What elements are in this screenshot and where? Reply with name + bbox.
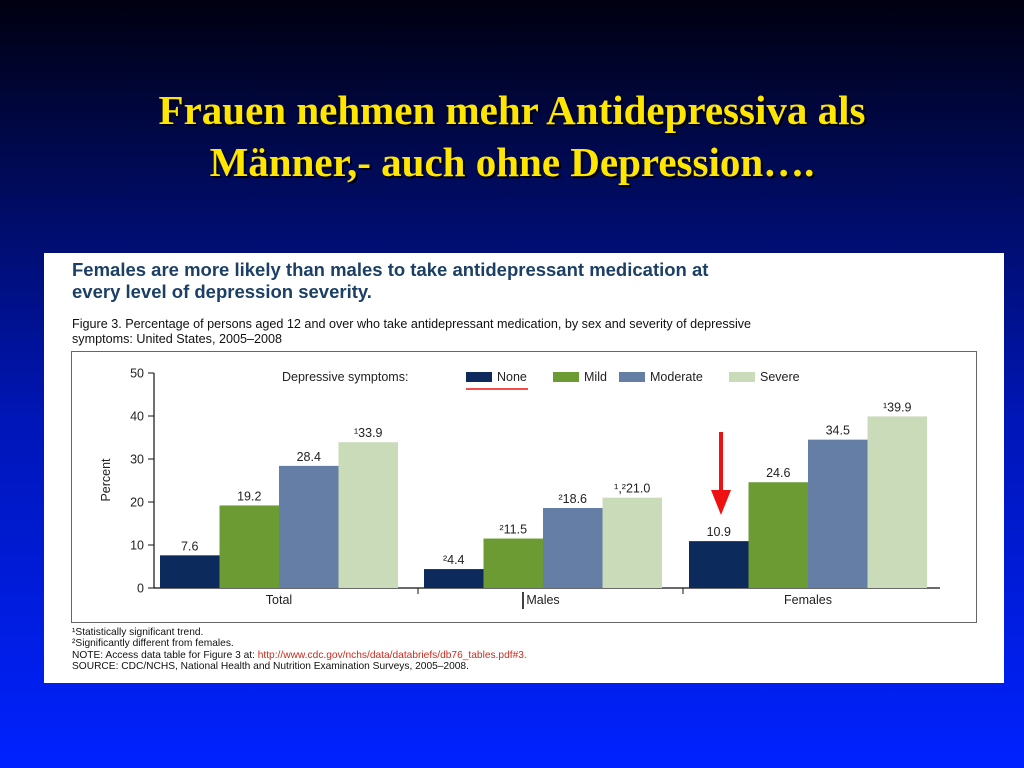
- bar-total-severe: [338, 442, 398, 588]
- value-label-males-moderate: ²18.6: [559, 492, 588, 506]
- figure-headline-line-1: Females are more likely than males to ta…: [72, 259, 709, 280]
- chart-legend: Depressive symptoms: None Mild Moderate Sev…: [282, 370, 800, 384]
- chart-frame: 0 10 20 30 40 50 Total Males Females 7.6 19.2 28.4…: [71, 351, 977, 623]
- note-trend: ¹Statistically significant trend.: [72, 627, 204, 638]
- bar-males-mild: [483, 538, 543, 588]
- legend-swatch-severe: [729, 372, 755, 382]
- y-tick-label-10: 10: [130, 539, 144, 553]
- legend-swatch-mild: [553, 372, 579, 382]
- data-table-link[interactable]: http://www.cdc.gov/nchs/data/databriefs/…: [257, 649, 527, 661]
- value-label-females-none: 10.9: [707, 525, 731, 539]
- chart-value-labels: 7.6 19.2 28.4 ¹33.9 ²4.4 ²11.5 ²18.6 ¹,²21.0 10.…: [181, 400, 911, 567]
- value-label-total-severe: ¹33.9: [354, 426, 383, 440]
- legend-label-none: None: [497, 370, 527, 384]
- slide-title-line-2: Männer,- auch ohne Depression….: [209, 139, 815, 185]
- value-label-males-none: ²4.4: [443, 553, 465, 567]
- legend-swatch-none: [466, 372, 492, 382]
- legend-label-severe: Severe: [760, 370, 800, 384]
- y-tick-label-0: 0: [137, 582, 144, 596]
- value-label-males-severe: ¹,²21.0: [614, 482, 650, 496]
- y-tick-label-20: 20: [130, 496, 144, 510]
- annotation-arrow-head: [711, 490, 731, 515]
- y-tick-label-40: 40: [130, 410, 144, 424]
- figure-caption-line-2: symptoms: United States, 2005–2008: [72, 332, 283, 346]
- figure-headline: Females are more likely than males to ta…: [72, 259, 972, 303]
- x-category-label-total: Total: [266, 593, 292, 607]
- value-label-females-moderate: 34.5: [826, 424, 850, 438]
- note-data-table-text: NOTE: Access data table for Figure 3 at:: [72, 649, 258, 661]
- bar-males-severe: [602, 497, 662, 588]
- bar-females-none: [689, 541, 749, 588]
- x-category-label-females: Females: [784, 593, 832, 607]
- legend-label-mild: Mild: [584, 370, 607, 384]
- bar-females-severe: [867, 416, 927, 588]
- slide-title-line-1: Frauen nehmen mehr Antidepressiva als: [158, 87, 866, 133]
- value-label-males-mild: ²11.5: [499, 523, 527, 537]
- note-data-table: NOTE: Access data table for Figure 3 at:…: [72, 650, 992, 661]
- figure-panel: Females are more likely than males to ta…: [44, 253, 1004, 683]
- y-axis-label: Percent: [99, 458, 113, 502]
- note-significance: ²Significantly different from females.: [72, 638, 234, 650]
- value-label-females-severe: ¹39.9: [883, 400, 912, 414]
- figure-caption-line-1: Figure 3. Percentage of persons aged 12 …: [72, 317, 752, 331]
- figure-caption: Figure 3. Percentage of persons aged 12 …: [72, 317, 992, 347]
- bar-total-none: [160, 555, 220, 588]
- bar-females-moderate: [808, 439, 868, 588]
- y-tick-label-50: 50: [130, 367, 144, 381]
- chart-annotations: [466, 388, 731, 609]
- bar-males-moderate: [543, 508, 603, 588]
- legend-title: Depressive symptoms:: [282, 370, 408, 384]
- value-label-total-moderate: 28.4: [297, 450, 321, 464]
- figure-notes: ¹Statistically significant trend. ²Signi…: [72, 627, 992, 672]
- chart-bars: [160, 416, 927, 588]
- slide-title: Frauen nehmen mehr Antidepressiva als Mä…: [0, 84, 1024, 188]
- bar-males-none: [424, 569, 484, 588]
- bar-females-mild: [748, 482, 808, 588]
- bar-chart: 0 10 20 30 40 50 Total Males Females 7.6 19.2 28.4…: [99, 367, 940, 609]
- note-source: SOURCE: CDC/NCHS, National Health and Nu…: [72, 660, 469, 672]
- value-label-females-mild: 24.6: [766, 466, 790, 480]
- legend-label-moderate: Moderate: [650, 370, 703, 384]
- x-category-label-males: Males: [526, 593, 559, 607]
- value-label-total-mild: 19.2: [237, 489, 261, 503]
- figure-headline-line-2: every level of depression severity.: [72, 281, 372, 302]
- bar-total-mild: [219, 505, 279, 588]
- legend-swatch-moderate: [619, 372, 645, 382]
- bar-total-moderate: [279, 465, 339, 588]
- value-label-total-none: 7.6: [181, 539, 198, 553]
- y-tick-label-30: 30: [130, 453, 144, 467]
